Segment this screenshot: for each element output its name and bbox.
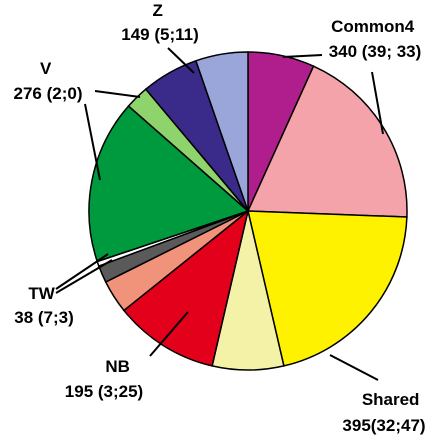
leader-line-shared xyxy=(329,354,379,381)
slice-label-z: Z 149 (5;11) xyxy=(121,1,199,44)
leader-line-v-a xyxy=(94,90,141,98)
leader-line-common4 xyxy=(282,54,323,58)
slice-label-nb: NB 195 (3;25) xyxy=(65,357,143,401)
slice-label-v: V 276 (2;0) xyxy=(14,59,83,103)
slice-label-common4: Common4 340 (39; 33) xyxy=(329,17,422,61)
leader-line-common4-outer xyxy=(371,71,384,135)
slice-label-shared: Shared 395(32;47) xyxy=(342,390,425,435)
pie-slice-1 xyxy=(246,65,408,218)
slice-label-tw: TW 38 (7;3) xyxy=(14,284,74,327)
pie-slice-4 xyxy=(122,209,250,367)
pie-slice-2 xyxy=(247,210,408,367)
leader-line-tw-b xyxy=(55,259,113,294)
pie-slice-8 xyxy=(88,104,250,263)
leader-line-z xyxy=(167,47,195,74)
pie-slice-11 xyxy=(194,51,249,212)
leader-line-v-b xyxy=(84,103,101,181)
leader-line-nb xyxy=(149,311,189,357)
leader-line-tw-a xyxy=(55,253,109,290)
pie-slices xyxy=(88,51,408,371)
leader-lines xyxy=(55,47,384,381)
slice-labels: Common4 340 (39; 33) Shared 395(32;47) N… xyxy=(14,1,426,435)
